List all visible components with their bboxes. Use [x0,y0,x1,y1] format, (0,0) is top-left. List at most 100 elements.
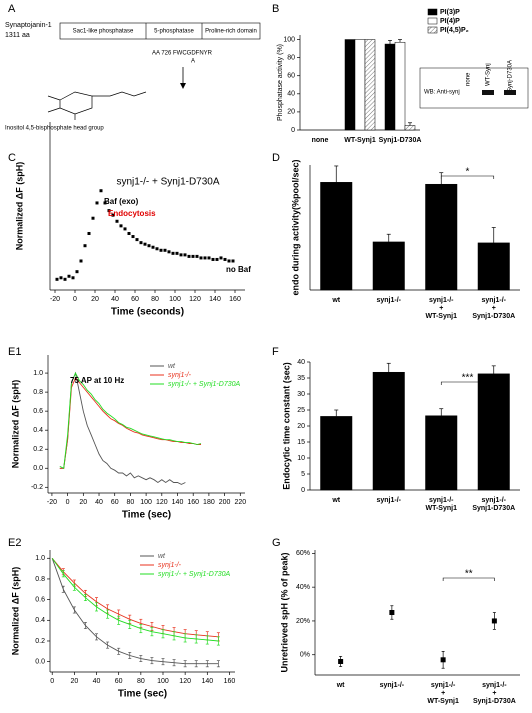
structure [47,91,147,120]
point [163,248,167,252]
point [199,256,203,260]
point [219,256,223,260]
bar [404,125,416,131]
category-label: synj1-/- [429,297,454,304]
point [389,610,395,615]
category-label: synj1-/- [482,682,507,689]
annotation: Baf (exo) [104,197,139,206]
y-tick-label: 1.0 [33,370,43,377]
y-tick-label: 20 [287,109,295,116]
x-tick-label: 140 [201,678,213,685]
category-label: Synj1-D730A [472,505,515,512]
panel-letter: D [272,152,280,164]
point [135,238,139,242]
significance-bracket [440,175,495,179]
point [491,618,497,624]
annotation: Endocytosis [108,209,156,218]
annotation: 75 AP at 10 Hz [70,376,124,385]
category-label: none [312,137,329,144]
bar [320,182,353,291]
category-label: + [492,305,496,312]
x-axis-label: Time (sec) [122,510,171,521]
series-line [59,372,202,469]
x-tick-label: 120 [156,499,168,506]
point [215,257,219,261]
category-label: wt [331,497,340,504]
point [131,235,135,239]
bar [372,371,405,491]
x-tick-label: 80 [137,678,145,685]
blot-band [482,90,494,95]
point [195,254,199,258]
point [227,259,231,263]
panel-letter: A [8,3,16,15]
bar [425,415,458,491]
legend-swatch [427,17,438,25]
point [87,231,91,235]
x-tick-label: 20 [70,678,78,685]
x-tick-label: 100 [169,296,181,303]
category-label: + [439,305,443,312]
y-tick-label: 0.0 [33,465,43,472]
bar [344,39,356,131]
point [231,259,235,263]
category-label: WT-Synj1 [427,698,459,705]
domain: Proline-rich domain [205,29,257,35]
y-tick-label: 1.0 [35,555,45,562]
legend-label: wt [158,553,166,560]
y-tick-label: 0.2 [33,446,43,453]
point [151,245,155,249]
category-label: WT-Synj1 [425,505,457,512]
lane-label: none [466,72,472,86]
y-tick-label: 30 [297,391,305,398]
category-label: + [441,690,445,697]
lane-label: WT-Synj [486,63,492,86]
point [123,227,127,231]
category-label: Synj1-D730A [473,698,516,705]
x-axis-label: Time (sec) [118,689,167,700]
point [103,201,107,205]
legend-label: PI(4,5)P₂ [440,27,469,34]
bar [364,39,376,131]
significance: ** [465,569,473,580]
x-tick-label: 160 [224,678,236,685]
legend-swatch [427,8,438,16]
point [171,251,175,255]
x-tick-label: 60 [111,499,119,506]
y-tick-label: -0.2 [31,484,43,491]
x-tick-label: 0 [50,678,54,685]
y-axis-label: Phosphatase activity (%) [277,44,284,121]
point [59,276,63,280]
point [67,274,71,278]
western-blot-inset: WB: Anti-synj none WT-Synj Synj-D730A [419,60,529,109]
x-tick-label: 40 [111,296,119,303]
point [338,658,344,664]
bar [384,43,396,131]
point [127,231,131,235]
bar [320,416,353,491]
point [55,277,59,281]
x-tick-label: 160 [229,296,241,303]
y-tick-label: 20% [296,618,310,625]
point [207,256,211,260]
y-axis-label: Normalized ΔF (spH) [10,567,20,655]
point [203,256,207,260]
legend-label: synj1-/- [158,562,182,569]
y-tick-label: 0 [301,487,305,494]
point [119,224,123,228]
x-tick-label: 140 [209,296,221,303]
x-tick-label: 120 [179,678,191,685]
bar [394,41,406,131]
bar [354,39,366,131]
panel-letter: C [8,152,16,164]
point [99,189,103,193]
category-label: wt [336,682,345,689]
y-tick-label: 40 [297,359,305,366]
point [95,201,99,205]
point [191,254,195,258]
point [111,213,115,217]
x-tick-label: 220 [234,499,246,506]
x-tick-label: 0 [73,296,77,303]
legend-label: synj1-/- + Synj1-D730A [168,381,241,388]
series-line [59,371,186,485]
